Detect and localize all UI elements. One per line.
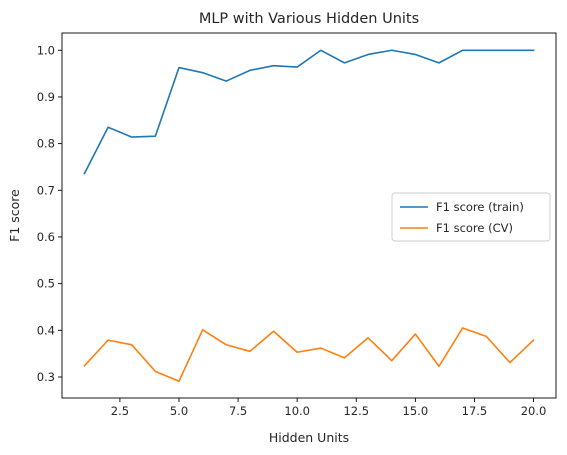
x-axis: 2.5 5.0 7.5 10.0 12.5 15.0 17.5 20.0 [111,398,547,418]
y-axis-label: F1 score [7,189,22,242]
series-layer [83,49,535,383]
chart-title: MLP with Various Hidden Units [199,11,419,27]
series-line-1 [83,327,535,383]
y-tick-label-1: 0.4 [37,323,55,337]
plot-area-frame [61,32,557,399]
y-tick-label-0: 0.3 [37,370,55,384]
x-tick-label-3: 10.0 [284,404,310,418]
legend-box [391,192,551,242]
y-tick-label-3: 0.6 [37,230,55,244]
legend: F1 score (train) F1 score (CV) [391,192,551,242]
series-line-0 [83,49,535,175]
y-tick-label-5: 0.8 [37,137,55,151]
legend-label-1: F1 score (CV) [436,221,513,235]
x-tick-label-4: 12.5 [343,404,369,418]
y-tick-label-4: 0.7 [37,183,55,197]
y-tick-label-7: 1.0 [37,43,55,57]
x-tick-label-5: 15.0 [403,404,429,418]
x-tick-label-6: 17.5 [462,404,488,418]
legend-label-0: F1 score (train) [436,200,524,214]
y-tick-label-6: 0.9 [37,90,55,104]
y-tick-label-2: 0.5 [37,277,55,291]
x-tick-label-2: 7.5 [229,404,247,418]
y-axis: 0.3 0.4 0.5 0.6 0.7 0.8 0.9 1.0 [37,43,62,384]
x-tick-label-1: 5.0 [170,404,188,418]
x-tick-label-7: 20.0 [521,404,547,418]
x-tick-label-0: 2.5 [111,404,129,418]
x-axis-label: Hidden Units [269,430,349,445]
